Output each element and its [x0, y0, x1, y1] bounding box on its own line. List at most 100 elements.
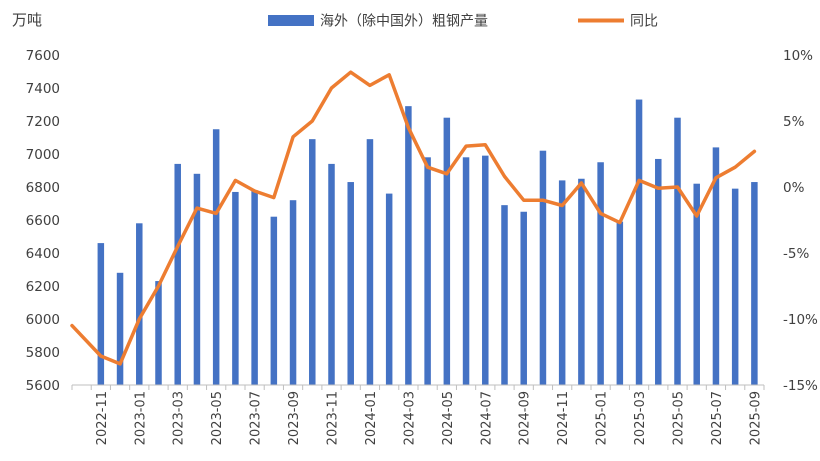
yoy-point-2023-08 [272, 196, 276, 199]
right-tick-label: -15% [783, 378, 818, 394]
yoy-point-2022-11 [99, 354, 103, 358]
yoy-point-2024-12 [580, 181, 583, 185]
yoy-point-2023-12 [349, 70, 352, 74]
yoy-point-2023-01 [138, 317, 141, 321]
x-tick-label: 2023-11 [326, 391, 341, 445]
left-tick-label: 6800 [26, 180, 60, 196]
bar-2025-06 [693, 183, 700, 385]
left-tick-label: 5800 [26, 345, 60, 361]
bar-2024-10 [539, 150, 547, 385]
yoy-point-2023-07 [253, 189, 256, 193]
bar-2024-09 [520, 211, 527, 385]
bar-2025-04 [655, 158, 662, 385]
yoy-point-2024-08 [503, 175, 506, 178]
bar-2022-11 [97, 243, 105, 385]
bar-series [97, 99, 758, 386]
x-tick-label: 2025-07 [710, 391, 725, 445]
bar-2025-09 [751, 182, 758, 385]
yoy-point-2025-02 [618, 221, 622, 224]
bar-2023-02 [155, 281, 162, 385]
x-tick-label: 2023-01 [133, 391, 148, 445]
left-tick-label: 7000 [26, 147, 60, 163]
x-tick-label: 2025-01 [595, 391, 610, 445]
bar-2024-01 [366, 139, 374, 385]
bar-2023-11 [328, 163, 335, 385]
bar-2024-12 [578, 178, 585, 385]
yoy-point-2024-10 [541, 199, 545, 202]
right-tick-label: 0% [783, 180, 805, 196]
bar-2023-10 [309, 139, 316, 385]
left-tick-label: 5600 [26, 378, 60, 394]
yoy-line [70, 70, 757, 366]
bar-2023-04 [193, 173, 201, 385]
yoy-point-2025-07 [714, 176, 718, 179]
yoy-point-2023-06 [234, 179, 237, 182]
right-tick-label: 5% [783, 114, 805, 130]
bar-2023-12 [347, 182, 354, 385]
yoy-point-2022-12 [118, 362, 122, 366]
yoy-point-2023-03 [176, 245, 179, 248]
x-tick-label: 2025-03 [633, 391, 648, 445]
left-tick-label: 6000 [26, 312, 60, 328]
x-tick-label: 2024-05 [441, 391, 456, 445]
left-axis-unit-label: 万吨 [12, 11, 42, 29]
bar-2023-05 [212, 129, 220, 385]
yoy-point-2024-11 [560, 204, 564, 207]
left-tick-label: 6200 [26, 279, 60, 295]
yoy-point-2024-01 [368, 84, 372, 87]
left-tick-label: 6400 [26, 246, 60, 262]
yoy-point-2024-05 [445, 172, 449, 175]
x-tick-label: 2024-07 [479, 391, 494, 445]
yoy-point-2023-11 [330, 86, 333, 90]
yoy-point-2022-10 [70, 324, 74, 327]
bar-2022-12 [116, 272, 124, 385]
bar-2024-02 [385, 193, 393, 385]
bar-2023-01 [136, 223, 143, 385]
bar-2025-05 [674, 117, 681, 385]
bar-2024-04 [424, 157, 431, 385]
right-tick-label: 10% [783, 48, 813, 64]
line-series [70, 70, 757, 366]
bar-2024-06 [462, 157, 470, 385]
left-axis-ticks: 7600 7400 7200 7000 6800 6600 6400 6200 6000 5800… [26, 48, 60, 394]
x-tick-label: 2024-01 [364, 391, 379, 445]
left-tick-label: 7600 [26, 48, 60, 64]
x-tick-label: 2025-05 [672, 391, 687, 445]
left-tick-label: 7200 [26, 114, 60, 130]
bar-2024-07 [482, 155, 489, 385]
bar-2023-03 [174, 163, 181, 385]
x-tick-label: 2023-09 [287, 391, 302, 445]
yoy-point-2024-07 [484, 143, 487, 146]
bar-2023-09 [289, 200, 297, 385]
x-tick-label: 2023-07 [249, 391, 264, 445]
bar-2023-07 [251, 190, 258, 385]
yoy-point-2025-09 [753, 150, 756, 153]
x-tick-label: 2022-11 [95, 391, 110, 445]
x-tick-label: 2023-03 [172, 391, 187, 445]
yoy-point-2025-08 [733, 166, 737, 169]
x-tick-label: 2024-11 [556, 391, 571, 445]
bar-2024-05 [443, 117, 451, 385]
x-axis-ticks: 2022-11 2023-01 2023-03 2023-05 2023-07 2023-… [71, 385, 765, 445]
bar-2024-03 [405, 106, 412, 386]
left-tick-label: 6600 [26, 213, 60, 229]
x-tick-label: 2025-09 [748, 391, 763, 445]
yoy-point-2024-06 [464, 144, 468, 148]
bar-2025-08 [731, 188, 739, 385]
left-tick-label: 7400 [26, 81, 60, 97]
bar-2024-11 [558, 180, 566, 385]
x-tick-label: 2024-09 [518, 391, 533, 445]
yoy-point-2025-06 [695, 214, 698, 218]
yoy-point-2023-09 [291, 135, 295, 139]
legend-line-label: 同比 [630, 14, 658, 30]
x-tick-label: 2023-05 [210, 391, 225, 445]
yoy-point-2025-04 [657, 187, 660, 190]
yoy-point-2023-10 [311, 119, 314, 123]
bar-2025-01 [597, 162, 604, 385]
legend: 海外（除中国外）粗钢产量 同比 [268, 14, 658, 30]
yoy-point-2024-04 [426, 166, 429, 169]
bar-2024-08 [501, 205, 508, 385]
legend-bar-label: 海外（除中国外）粗钢产量 [320, 14, 488, 30]
yoy-point-2024-03 [407, 126, 410, 129]
